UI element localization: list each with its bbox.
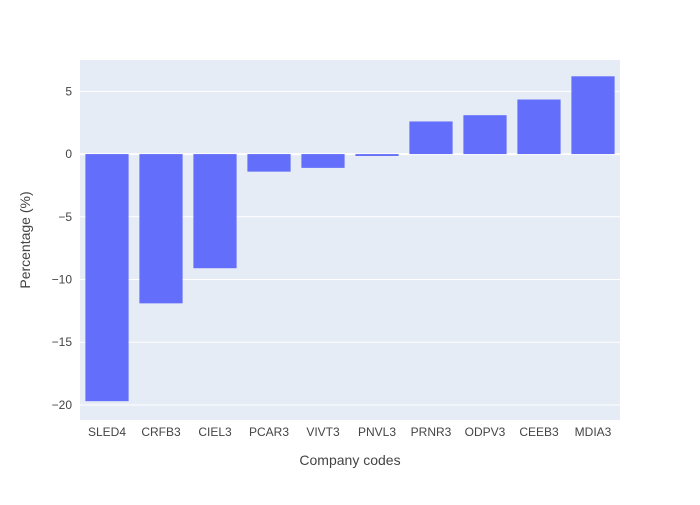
- y-tick-label: 5: [65, 84, 72, 98]
- x-tick-label: SLED4: [88, 425, 126, 439]
- bars: [85, 76, 615, 402]
- y-axis-title: Percentage (%): [17, 191, 33, 288]
- x-tick-label: CIEL3: [198, 425, 232, 439]
- bar-sled4: [85, 154, 129, 402]
- y-axis-ticks: −20 −15 −10 −5 0 5: [52, 84, 73, 412]
- x-tick-label: ODPV3: [465, 425, 506, 439]
- x-tick-label: MDIA3: [575, 425, 612, 439]
- y-tick-label: −20: [52, 398, 73, 412]
- x-tick-label: PRNR3: [411, 425, 452, 439]
- bar-mdia3: [571, 76, 615, 155]
- x-tick-label: PCAR3: [249, 425, 289, 439]
- bar-crfb3: [139, 154, 183, 304]
- y-tick-label: −10: [52, 273, 73, 287]
- x-tick-label: VIVT3: [306, 425, 340, 439]
- x-tick-label: PNVL3: [358, 425, 396, 439]
- x-tick-label: CEEB3: [519, 425, 559, 439]
- bar-odpv3: [463, 115, 507, 155]
- bar-vivt3: [301, 154, 345, 168]
- bar-ceeb3: [517, 99, 561, 155]
- bar-prnr3: [409, 121, 453, 155]
- y-tick-label: −5: [58, 210, 72, 224]
- bar-ciel3: [193, 154, 237, 269]
- x-axis-title: Company codes: [299, 452, 400, 468]
- bar-pnvl3: [355, 154, 399, 156]
- y-tick-label: −15: [52, 335, 73, 349]
- x-tick-label: CRFB3: [141, 425, 181, 439]
- bar-pcar3: [247, 154, 291, 172]
- x-axis-ticks: SLED4 CRFB3 CIEL3 PCAR3 VIVT3 PNVL3 PRNR3 ODPV3…: [88, 425, 612, 439]
- y-tick-label: 0: [65, 147, 72, 161]
